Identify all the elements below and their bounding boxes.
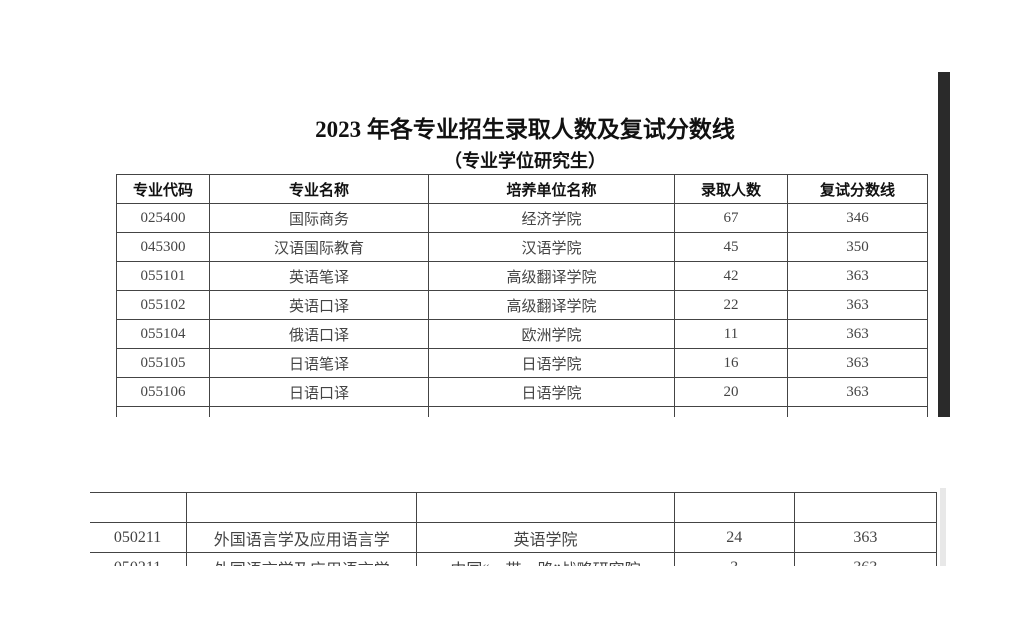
table-section-2: 050211外国语言学及应用语言学英语学院24363050211外国语言学及应用… [90,492,939,566]
document-subtitle: （专业学位研究生） [444,151,606,171]
cell-unit: 日语学院 [428,348,675,378]
page-edge-bar [938,72,950,417]
cell-admitted: 11 [674,319,788,349]
cell-score: 363 [793,552,938,566]
cell-admitted: 22 [674,290,788,320]
admissions-table: 专业代码 专业名称 培养单位名称 录取人数 复试分数线 025400 国际商务 经济… [116,174,928,417]
cell-unit: 日语学院 [428,377,675,407]
table-row: 045300 汉语国际教育 汉语学院 45 350 [116,232,928,262]
cell-major: 日语笔译 [209,348,429,378]
cell-score: 363 [787,290,928,320]
cell-score: 363 [787,319,928,349]
cell-unit: 汉语学院 [428,232,675,262]
cell-admitted: 24 [673,522,795,553]
document-title: 2023 年各专业招生录取人数及复试分数线 [315,117,735,142]
table-row: 055106 日语口译 日语学院 20 363 [116,377,928,407]
table-row: 050211 外国语言学及应用语言学 英语学院 24 363 [90,522,938,553]
cell-code: 055106 [116,377,210,407]
header-code: 专业代码 [116,174,210,204]
cell-code: 055104 [116,319,210,349]
table-row: 025400 国际商务 经济学院 67 346 [116,203,928,233]
header-admitted: 录取人数 [674,174,788,204]
cell-major: 国际商务 [209,203,429,233]
table-row: 055105 日语笔译 日语学院 16 363 [116,348,928,378]
cell-score: 363 [787,261,928,291]
cell-major: 俄语口译 [209,319,429,349]
table-header-row: 专业代码 专业名称 培养单位名称 录取人数 复试分数线 [116,174,928,204]
cell-score: 363 [787,377,928,407]
admissions-table-continued: 050211外国语言学及应用语言学英语学院24363050211外国语言学及应用… [90,492,938,566]
cell-code: 025400 [116,203,210,233]
cell-major: 汉语国际教育 [209,232,429,262]
cell-unit: 高级翻译学院 [428,290,675,320]
cell-admitted: 67 [674,203,788,233]
cell-unit: 中国“一带一路”战略研究院 [416,552,675,566]
table-row-partial [90,492,938,523]
cell-major: 英语口译 [209,290,429,320]
cell-code: 045300 [116,232,210,262]
cell-major: 外国语言学及应用语言学 [186,552,418,566]
cell-code: 055101 [116,261,210,291]
cell-score: 346 [787,203,928,233]
cell-major: 外国语言学及应用语言学 [186,522,418,553]
table-row: 050211外国语言学及应用语言学中国“一带一路”战略研究院3363 [90,552,938,566]
header-unit: 培养单位名称 [428,174,675,204]
header-major: 专业名称 [209,174,429,204]
cell-code: 055102 [116,290,210,320]
table-row-partial [116,406,928,417]
cell-unit: 欧洲学院 [428,319,675,349]
cell-code: 050211 [90,552,188,566]
scrollbar[interactable] [940,488,946,566]
cell-major: 日语口译 [209,377,429,407]
cell-score: 363 [793,522,938,553]
table-row: 055101 英语笔译 高级翻译学院 42 363 [116,261,928,291]
cell-admitted: 42 [674,261,788,291]
cell-admitted: 3 [673,552,795,566]
cell-admitted: 45 [674,232,788,262]
table-row: 055102 英语口译 高级翻译学院 22 363 [116,290,928,320]
cell-admitted: 16 [674,348,788,378]
cell-code: 050211 [90,522,188,553]
header-score: 复试分数线 [787,174,928,204]
cell-score: 350 [787,232,928,262]
cell-unit: 英语学院 [416,522,675,553]
cell-score: 363 [787,348,928,378]
cell-admitted: 20 [674,377,788,407]
table-section-1: 专业代码 专业名称 培养单位名称 录取人数 复试分数线 025400 国际商务 经济… [116,174,928,417]
cell-unit: 经济学院 [428,203,675,233]
cell-major: 英语笔译 [209,261,429,291]
cell-code: 055105 [116,348,210,378]
table-row: 055104 俄语口译 欧洲学院 11 363 [116,319,928,349]
cell-unit: 高级翻译学院 [428,261,675,291]
